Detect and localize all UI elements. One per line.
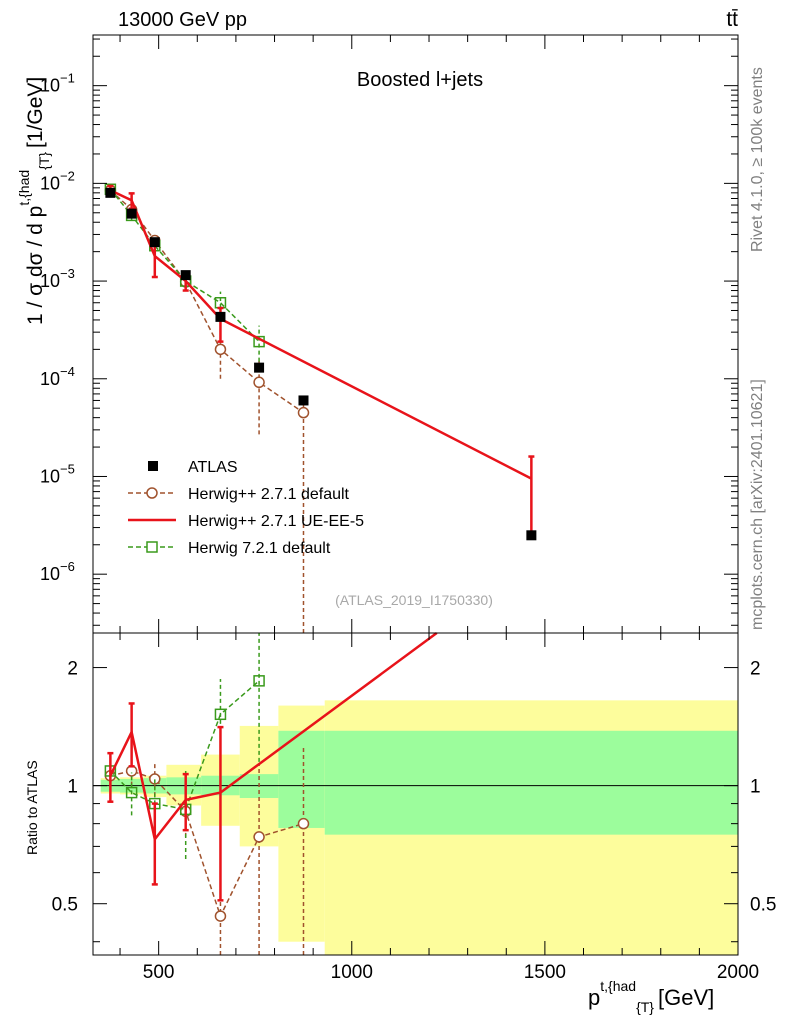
main-marker-herwigpp_default <box>253 376 265 389</box>
main-line-herwigpp_ueee5 <box>109 189 532 480</box>
legend-marker-data <box>148 461 158 471</box>
legend-marker-herwigpp_default <box>146 487 158 499</box>
ratio-ytick-label: 2 <box>67 659 78 680</box>
ratio-ytick-label-right: 0.5 <box>750 895 776 916</box>
legend-marker-herwig7_default <box>146 541 158 553</box>
main-marker-data <box>526 530 537 541</box>
ratio-y-axis-label: Ratio to ATLAS <box>24 760 40 855</box>
main-y-label-unit: [1/GeV] <box>24 77 47 148</box>
main-y-label-sup: t,{had <box>16 170 32 206</box>
main-ytick-label: 10−1 <box>40 71 75 96</box>
ratio-xtick-label: 2000 <box>717 962 759 983</box>
ratio-ticks-layer <box>93 633 739 955</box>
main-marker-data <box>126 208 137 219</box>
main-marker-herwig7_default <box>214 296 227 309</box>
main-y-label-main: 1 / σ dσ / d p <box>24 206 47 325</box>
ytick-base: 10 <box>40 271 60 291</box>
main-y-axis-label: 1 / σ dσ / d pt,{had{T} [1/GeV] <box>16 77 52 325</box>
main-series-layer <box>104 183 537 633</box>
ytick-base: 10 <box>40 466 60 486</box>
ytick-exponent: −1 <box>60 71 75 86</box>
legend-label-herwig7_default: Herwig 7.2.1 default <box>188 540 331 557</box>
ratio-ytick-label-right: 2 <box>750 659 761 680</box>
ratio-ytick-label: 0.5 <box>52 895 78 916</box>
ratio-marker-herwigpp_default <box>297 817 310 830</box>
main-marker-data <box>254 362 265 373</box>
main-title: Boosted l+jets <box>357 69 483 91</box>
main-line-herwigpp_default <box>109 189 304 414</box>
main-ytick-label: 10−5 <box>40 461 75 486</box>
ratio-xtick-label: 500 <box>143 962 175 983</box>
main-ytick-label: 10−6 <box>40 559 75 584</box>
main-marker-data <box>298 395 309 406</box>
ratio-marker-herwigpp_default <box>214 910 227 922</box>
ratio-xtick-label: 1500 <box>524 962 566 983</box>
main-ytick-label: 10−2 <box>40 168 75 193</box>
ytick-exponent: −4 <box>60 364 75 379</box>
ratio-line-herwigpp_ueee5 <box>109 631 438 843</box>
legend-label-herwigpp_default: Herwig++ 2.7.1 default <box>188 486 350 503</box>
main-ytick-label: 10−4 <box>40 364 75 389</box>
rivet-label: Rivet 4.1.0, ≥ 100k events <box>749 67 766 252</box>
main-ticks-layer <box>93 35 739 633</box>
main-marker-herwigpp_default <box>214 343 227 356</box>
ytick-base: 10 <box>40 564 60 584</box>
energy-label: 13000 GeV pp <box>118 9 247 31</box>
ratio-panel: 0.5 0.5 1 1 2 2 500 1000 1500 2000 Ratio to ATLAS <box>24 631 777 983</box>
legend: ATLAS Herwig++ 2.7.1 default Herwig++ 2.7.… <box>128 459 364 557</box>
ratio-marker-herwig7_default <box>214 708 227 721</box>
ratio-marker-herwig7_default <box>253 675 265 687</box>
main-marker-data <box>105 187 116 198</box>
ratio-band-inner <box>324 730 738 835</box>
process-label: tt̄ <box>726 8 738 31</box>
main-marker-herwigpp_default <box>297 406 310 419</box>
legend-label-data: ATLAS <box>188 459 238 476</box>
ytick-exponent: −5 <box>60 461 75 476</box>
ratio-ytick-label-right: 1 <box>750 777 761 798</box>
main-marker-data <box>180 270 191 281</box>
main-ytick-labels: 10−610−510−410−310−210−1 <box>40 71 75 585</box>
analysis-label: (ATLAS_2019_I1750330) <box>335 592 493 608</box>
ratio-frame <box>92 632 739 956</box>
ratio-series-layer <box>104 631 438 955</box>
ytick-base: 10 <box>40 369 60 389</box>
main-marker-data <box>149 237 160 248</box>
x-label-main: p <box>588 985 600 1010</box>
main-ytick-label: 10−3 <box>40 266 75 291</box>
ytick-base: 10 <box>40 76 60 96</box>
x-label-sub: {T} <box>636 999 654 1015</box>
ratio-band-inner <box>278 730 325 828</box>
ytick-base: 10 <box>40 173 60 193</box>
ytick-exponent: −2 <box>60 168 75 183</box>
x-axis-label: pt,{had{T} [GeV] <box>588 978 714 1015</box>
ratio-marker-herwigpp_default <box>253 831 265 843</box>
ratio-marker-herwigpp_default <box>149 773 161 785</box>
ytick-exponent: −3 <box>60 266 75 281</box>
source-label: mcplots.cern.ch [arXiv:2401.10621] <box>749 379 766 630</box>
ratio-tick-labels: 0.5 0.5 1 1 2 2 500 1000 1500 2000 <box>52 659 777 983</box>
main-marker-data <box>215 311 226 322</box>
x-label-sup: t,{had <box>600 978 636 994</box>
ratio-ytick-label: 1 <box>67 777 78 798</box>
ratio-bands-layer <box>93 700 738 955</box>
ratio-marker-herwig7_default <box>125 786 138 799</box>
ratio-xtick-label: 1000 <box>331 962 373 983</box>
legend-label-herwigpp_ueee5: Herwig++ 2.7.1 UE-EE-5 <box>188 513 364 530</box>
main-y-label-sub: {T} <box>36 152 52 170</box>
main-panel: Boosted l+jets (ATLAS_2019_I1750330) 1 /… <box>16 34 739 634</box>
ratio-line-herwig7_default <box>109 680 260 811</box>
ytick-exponent: −6 <box>60 559 75 574</box>
x-label-unit: [GeV] <box>658 985 714 1010</box>
